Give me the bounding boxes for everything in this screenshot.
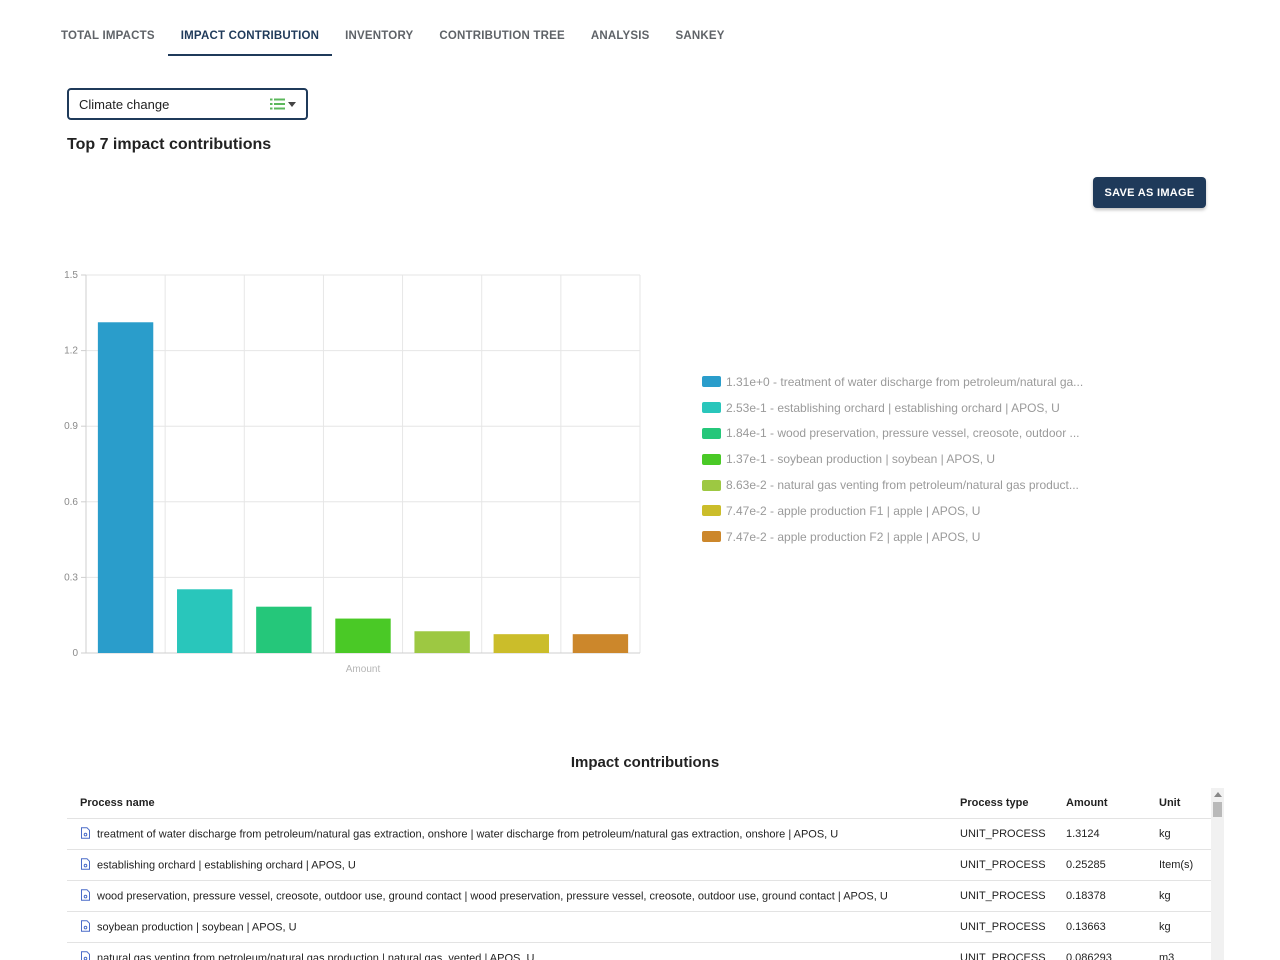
column-header-unit[interactable]: Unit: [1159, 797, 1181, 809]
table-row[interactable]: establishing orchard | establishing orch…: [67, 849, 1211, 881]
y-tick-label: 0.3: [64, 572, 78, 583]
process-icon: [80, 826, 91, 842]
x-axis-label: Amount: [346, 664, 381, 675]
table-row[interactable]: natural gas venting from petroleum/natur…: [67, 942, 1211, 960]
amount-cell: 0.18378: [1066, 880, 1159, 912]
list-icon: [270, 98, 296, 110]
process-icon: [80, 857, 91, 873]
process-name[interactable]: natural gas venting from petroleum/natur…: [97, 951, 535, 960]
tab-inventory[interactable]: INVENTORY: [345, 30, 414, 42]
y-tick-label: 0.9: [64, 421, 78, 432]
column-header-process-type[interactable]: Process type: [960, 797, 1029, 809]
bar[interactable]: [97, 322, 154, 653]
y-tick-label: 1.5: [64, 270, 78, 281]
save-as-image-button[interactable]: SAVE AS IMAGE: [1093, 177, 1206, 208]
bar[interactable]: [572, 634, 629, 653]
legend-swatch: [702, 376, 721, 388]
scroll-up-arrow-icon[interactable]: [1214, 792, 1222, 797]
bar[interactable]: [256, 606, 312, 653]
table-header-row: Process name Process type Amount Unit: [67, 788, 1211, 819]
legend-swatch: [702, 402, 721, 414]
unit-cell: m3: [1159, 942, 1211, 960]
process-type-cell: UNIT_PROCESS: [960, 880, 1066, 912]
legend-label: 8.63e-2 - natural gas venting from petro…: [726, 478, 1079, 493]
legend-swatch: [702, 427, 721, 439]
tab-impact-contribution[interactable]: IMPACT CONTRIBUTION: [167, 18, 333, 56]
legend-label: 1.37e-1 - soybean production | soybean |…: [726, 452, 996, 467]
y-tick-label: 0.6: [64, 497, 78, 508]
tab-analysis[interactable]: ANALYSIS: [590, 30, 650, 42]
unit-cell: kg: [1159, 911, 1211, 943]
amount-cell: 0.25285: [1066, 849, 1159, 881]
legend-item[interactable]: 8.63e-2 - natural gas venting from petro…: [702, 472, 1083, 498]
tab-bar: TOTAL IMPACTS IMPACT CONTRIBUTION INVENT…: [48, 18, 738, 56]
legend-item[interactable]: 1.31e+0 - treatment of water discharge f…: [702, 369, 1083, 395]
legend-label: 7.47e-2 - apple production F2 | apple | …: [726, 529, 981, 544]
contribution-bar-chart: 0 0.3 0.6 0.9 1.2 1.5 Amount: [64, 270, 641, 675]
amount-cell: 0.086293: [1066, 942, 1159, 960]
impact-contributions-table: Process name Process type Amount Unit tr…: [67, 788, 1211, 960]
bar[interactable]: [177, 589, 233, 653]
column-header-process-name[interactable]: Process name: [80, 797, 155, 809]
unit-cell: Item(s): [1159, 849, 1211, 881]
y-tick-label: 1.2: [64, 346, 78, 357]
table-row[interactable]: treatment of water discharge from petrol…: [67, 818, 1211, 850]
impact-category-select[interactable]: Climate change: [67, 88, 308, 120]
process-name-cell[interactable]: establishing orchard | establishing orch…: [67, 849, 960, 881]
bar[interactable]: [335, 618, 391, 653]
process-name[interactable]: treatment of water discharge from petrol…: [97, 827, 839, 840]
legend-item[interactable]: 1.84e-1 - wood preservation, pressure ve…: [702, 421, 1083, 447]
legend-label: 7.47e-2 - apple production F1 | apple | …: [726, 503, 981, 518]
amount-cell: 1.3124: [1066, 818, 1159, 850]
process-icon: [80, 919, 91, 935]
impact-category-value: Climate change: [79, 96, 170, 112]
unit-cell: kg: [1159, 880, 1211, 912]
process-name-cell[interactable]: wood preservation, pressure vessel, creo…: [67, 880, 960, 912]
tab-total-impacts[interactable]: TOTAL IMPACTS: [61, 30, 155, 42]
legend-swatch: [702, 479, 721, 491]
y-tick-label: 0: [72, 648, 78, 659]
section-title: Top 7 impact contributions: [67, 136, 272, 153]
legend-swatch: [702, 505, 721, 517]
legend-swatch: [702, 531, 721, 543]
legend-item[interactable]: 7.47e-2 - apple production F2 | apple | …: [702, 524, 1083, 550]
legend-item[interactable]: 2.53e-1 - establishing orchard | establi…: [702, 395, 1083, 421]
process-name-cell[interactable]: natural gas venting from petroleum/natur…: [67, 942, 960, 960]
process-type-cell: UNIT_PROCESS: [960, 911, 1066, 943]
process-name[interactable]: establishing orchard | establishing orch…: [97, 858, 356, 871]
process-type-cell: UNIT_PROCESS: [960, 849, 1066, 881]
table-title: Impact contributions: [570, 754, 720, 771]
legend-label: 1.84e-1 - wood preservation, pressure ve…: [726, 426, 1080, 441]
bar[interactable]: [493, 634, 549, 653]
table-row[interactable]: soybean production | soybean | APOS, U UN…: [67, 911, 1211, 943]
process-icon: [80, 888, 91, 904]
scrollbar-thumb[interactable]: [1213, 802, 1222, 817]
process-name[interactable]: wood preservation, pressure vessel, creo…: [97, 889, 888, 902]
column-header-amount[interactable]: Amount: [1066, 797, 1108, 809]
unit-cell: kg: [1159, 818, 1211, 850]
amount-cell: 0.13663: [1066, 911, 1159, 943]
legend-label: 2.53e-1 - establishing orchard | establi…: [726, 400, 1060, 415]
table-scrollbar[interactable]: [1211, 788, 1224, 960]
chart-legend: 1.31e+0 - treatment of water discharge f…: [702, 369, 1083, 550]
process-type-cell: UNIT_PROCESS: [960, 818, 1066, 850]
legend-label: 1.31e+0 - treatment of water discharge f…: [726, 374, 1084, 389]
tab-contribution-tree[interactable]: CONTRIBUTION TREE: [439, 30, 565, 42]
chevron-down-icon: [288, 101, 296, 107]
bar[interactable]: [414, 631, 470, 653]
legend-item[interactable]: 1.37e-1 - soybean production | soybean |…: [702, 446, 1083, 472]
table-row[interactable]: wood preservation, pressure vessel, creo…: [67, 880, 1211, 912]
process-name-cell[interactable]: soybean production | soybean | APOS, U: [67, 911, 960, 943]
process-icon: [80, 950, 91, 960]
legend-item[interactable]: 7.47e-2 - apple production F1 | apple | …: [702, 498, 1083, 524]
tab-sankey[interactable]: SANKEY: [675, 30, 725, 42]
process-name[interactable]: soybean production | soybean | APOS, U: [97, 920, 297, 933]
process-type-cell: UNIT_PROCESS: [960, 942, 1066, 960]
table-body: treatment of water discharge from petrol…: [67, 818, 1211, 960]
process-name-cell[interactable]: treatment of water discharge from petrol…: [67, 818, 960, 850]
legend-swatch: [702, 453, 721, 465]
